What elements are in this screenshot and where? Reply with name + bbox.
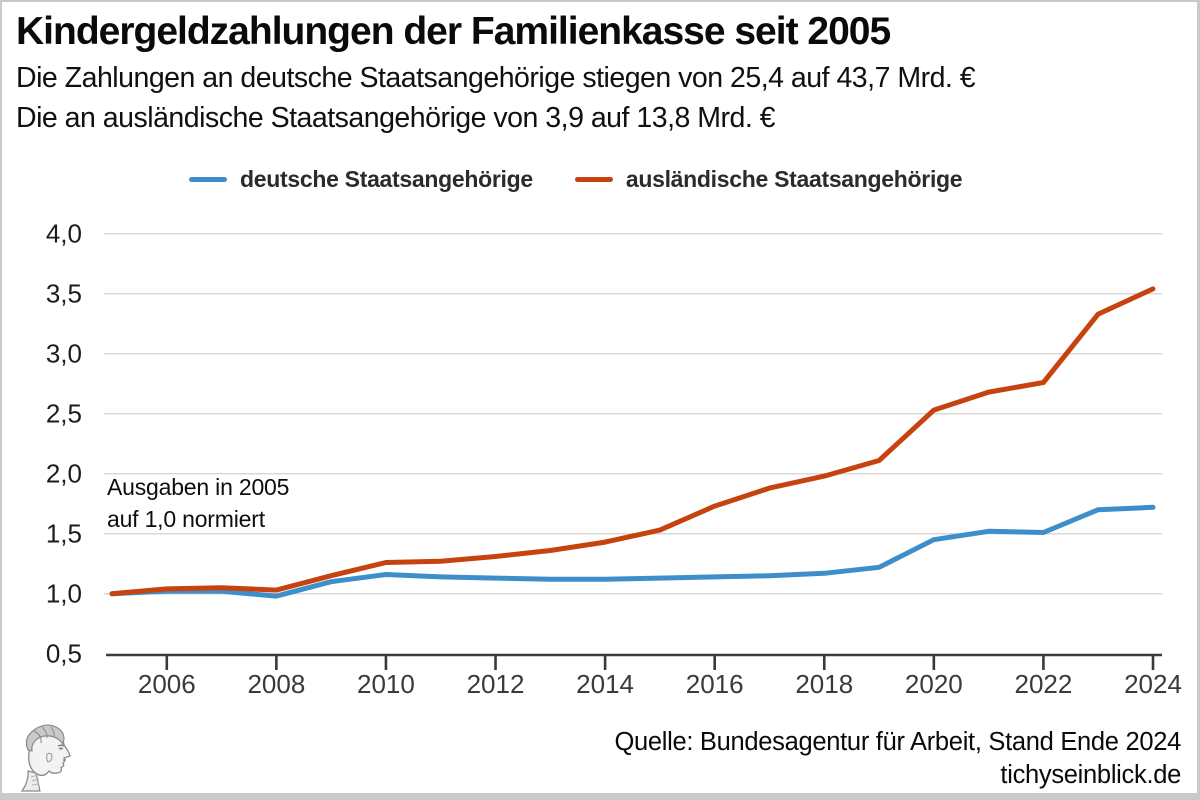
x-tick-label: 2012 — [467, 669, 525, 699]
line-auslaendische — [109, 286, 1156, 597]
legend-swatch-auslaendische — [574, 177, 613, 182]
line-chart: 0,5 1,0 1,5 2,0 2,5 3,0 3,5 4,0 2006 2008 2010 2012… — [46, 219, 1182, 699]
y-tick-label: 2,0 — [46, 459, 82, 489]
y-tick-label: 0,5 — [46, 639, 82, 669]
annotation-line-1: Ausgaben in 2005 — [107, 474, 290, 500]
gridlines — [104, 232, 1162, 595]
line-deutsche — [109, 504, 1156, 599]
y-tick-label: 3,0 — [46, 339, 82, 369]
x-tick-label: 2006 — [138, 669, 196, 699]
chart-annotation: Ausgaben in 2005 auf 1,0 normiert — [107, 471, 289, 535]
y-tick-label: 3,5 — [46, 279, 82, 309]
x-tick-label: 2018 — [795, 669, 853, 699]
x-tick-label: 2014 — [576, 669, 634, 699]
y-axis-labels: 0,5 1,0 1,5 2,0 2,5 3,0 3,5 4,0 — [46, 219, 82, 669]
annotation-line-2: auf 1,0 normiert — [107, 506, 265, 532]
x-axis — [106, 653, 1162, 670]
y-tick-label: 2,5 — [46, 399, 82, 429]
classical-head-profile-icon — [20, 724, 71, 792]
page-title: Kindergeldzahlungen der Familienkasse se… — [16, 10, 891, 53]
footer: Quelle: Bundesagentur für Arbeit, Stand … — [614, 726, 1181, 792]
y-tick-label: 4,0 — [46, 219, 82, 249]
x-tick-label: 2016 — [686, 669, 744, 699]
legend-swatch-deutsche — [189, 177, 227, 182]
legend-label-deutsche: deutsche Staatsangehörige — [240, 166, 533, 192]
y-tick-label: 1,0 — [46, 579, 82, 609]
legend: deutsche Staatsangehörige ausländische S… — [189, 166, 963, 193]
y-tick-label: 1,5 — [46, 519, 82, 549]
x-tick-label: 2010 — [357, 669, 415, 699]
x-tick-label: 2022 — [1014, 669, 1072, 699]
tichys-einblick-logo — [20, 724, 71, 792]
x-tick-label: 2020 — [905, 669, 963, 699]
subtitle-line-2: Die an ausländische Staatsangehörige von… — [16, 102, 776, 134]
legend-item-auslaendische: ausländische Staatsangehörige — [574, 166, 963, 193]
x-tick-label: 2024 — [1124, 669, 1182, 699]
legend-item-deutsche: deutsche Staatsangehörige — [189, 166, 533, 193]
x-axis-labels: 2006 2008 2010 2012 2014 2016 2018 2020 2022 2024 — [138, 669, 1182, 699]
legend-label-auslaendische: ausländische Staatsangehörige — [625, 166, 963, 192]
x-tick-label: 2008 — [247, 669, 305, 699]
source-note: Quelle: Bundesagentur für Arbeit, Stand … — [614, 728, 1181, 756]
subtitle-line-1: Die Zahlungen an deutsche Staatsangehöri… — [16, 62, 976, 94]
site-name: tichyseinblick.de — [1000, 761, 1181, 789]
